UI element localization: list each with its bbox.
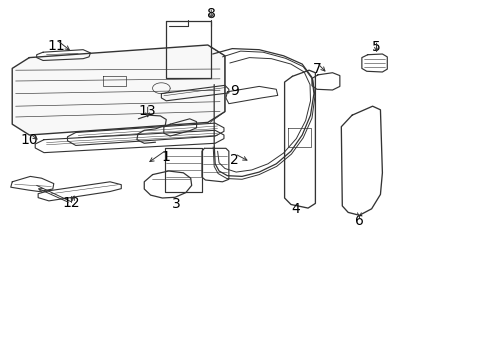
Text: 4: 4 xyxy=(291,202,300,216)
Text: 10: 10 xyxy=(20,133,38,147)
Text: 3: 3 xyxy=(171,198,180,211)
Text: 1: 1 xyxy=(162,150,170,163)
Text: 5: 5 xyxy=(371,40,380,54)
Text: 12: 12 xyxy=(62,197,80,210)
Text: 2: 2 xyxy=(230,153,239,167)
Text: 9: 9 xyxy=(230,84,239,98)
Text: 7: 7 xyxy=(312,62,321,76)
Text: 13: 13 xyxy=(139,104,156,118)
Text: 11: 11 xyxy=(47,39,65,53)
Text: 6: 6 xyxy=(354,215,363,228)
Text: 8: 8 xyxy=(206,7,215,21)
Polygon shape xyxy=(12,45,224,135)
